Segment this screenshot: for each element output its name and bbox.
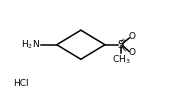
Text: S: S [118, 40, 124, 50]
Text: CH$_3$: CH$_3$ [112, 54, 130, 66]
Text: O: O [128, 48, 135, 57]
Text: =: = [118, 36, 129, 46]
Text: =: = [118, 43, 129, 54]
Text: HCl: HCl [13, 79, 28, 88]
Text: O: O [128, 32, 135, 41]
Text: H$_2$N: H$_2$N [22, 38, 40, 51]
